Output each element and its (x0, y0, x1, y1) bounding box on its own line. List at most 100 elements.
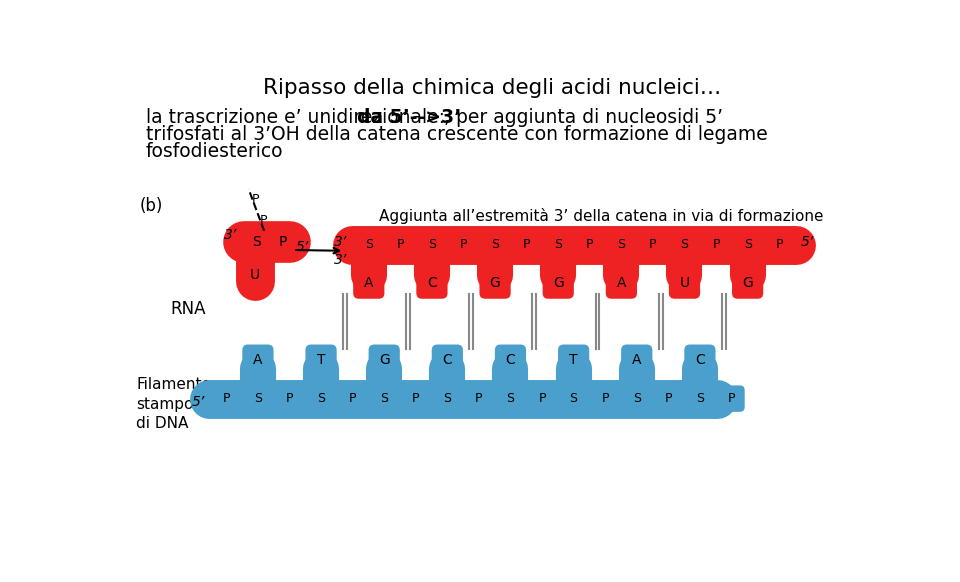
FancyBboxPatch shape (732, 268, 763, 299)
Text: P: P (649, 238, 657, 251)
FancyBboxPatch shape (766, 232, 792, 258)
Text: P: P (664, 392, 672, 405)
Text: S: S (569, 392, 578, 405)
Text: S: S (681, 238, 688, 251)
Text: fosfodiesterico: fosfodiesterico (146, 142, 283, 161)
Text: A: A (364, 276, 373, 290)
Text: A: A (253, 353, 263, 367)
Text: 5’: 5’ (296, 240, 309, 254)
Text: , per aggiunta di nucleosidi 5’: , per aggiunta di nucleosidi 5’ (438, 108, 723, 127)
Text: S: S (507, 392, 515, 405)
FancyBboxPatch shape (369, 345, 399, 376)
FancyBboxPatch shape (308, 385, 334, 412)
Text: P: P (712, 238, 720, 251)
FancyBboxPatch shape (450, 232, 477, 258)
Text: P: P (259, 214, 267, 227)
FancyBboxPatch shape (529, 385, 555, 412)
FancyBboxPatch shape (558, 345, 589, 376)
Text: S: S (365, 238, 372, 251)
Text: P: P (396, 238, 404, 251)
FancyBboxPatch shape (669, 268, 700, 299)
Text: 5’: 5’ (801, 235, 814, 249)
Text: da 5’-->3’: da 5’-->3’ (357, 108, 462, 127)
FancyBboxPatch shape (479, 268, 511, 299)
Text: (b): (b) (139, 197, 162, 215)
Text: S: S (317, 392, 325, 405)
Text: P: P (776, 238, 783, 251)
Text: 3’: 3’ (334, 235, 348, 249)
Text: A: A (632, 353, 641, 367)
FancyBboxPatch shape (355, 232, 382, 258)
Text: G: G (379, 353, 390, 367)
Text: 5’: 5’ (192, 395, 204, 409)
Text: P: P (601, 392, 609, 405)
FancyBboxPatch shape (684, 345, 715, 376)
Text: P: P (278, 235, 287, 249)
Text: P: P (412, 392, 420, 405)
Text: S: S (492, 238, 499, 251)
Text: U: U (680, 276, 689, 290)
Text: S: S (744, 238, 752, 251)
Text: P: P (252, 193, 259, 207)
Text: P: P (223, 392, 230, 405)
FancyBboxPatch shape (213, 385, 240, 412)
Text: 3’: 3’ (334, 253, 348, 267)
Text: la trascrizione e’ unidirezionale:: la trascrizione e’ unidirezionale: (146, 108, 450, 127)
Text: G: G (553, 276, 564, 290)
FancyBboxPatch shape (718, 385, 745, 412)
FancyBboxPatch shape (353, 268, 384, 299)
Text: P: P (286, 392, 293, 405)
Text: 3’: 3’ (722, 395, 734, 409)
Text: G: G (490, 276, 500, 290)
FancyBboxPatch shape (514, 232, 540, 258)
Text: P: P (460, 238, 468, 251)
FancyBboxPatch shape (245, 385, 271, 412)
FancyBboxPatch shape (734, 232, 761, 258)
Text: C: C (443, 353, 452, 367)
Text: P: P (728, 392, 735, 405)
FancyBboxPatch shape (621, 345, 653, 376)
Text: T: T (317, 353, 325, 367)
Text: C: C (695, 353, 705, 367)
Text: P: P (348, 392, 356, 405)
Text: S: S (554, 238, 563, 251)
Text: Ripasso della chimica degli acidi nucleici…: Ripasso della chimica degli acidi nuclei… (263, 77, 721, 98)
FancyBboxPatch shape (497, 385, 524, 412)
Text: P: P (586, 238, 593, 251)
Text: S: S (444, 392, 451, 405)
FancyBboxPatch shape (577, 232, 603, 258)
FancyBboxPatch shape (655, 385, 682, 412)
Text: Aggiunta all’estremità 3’ della catena in via di formazione: Aggiunta all’estremità 3’ della catena i… (379, 208, 824, 224)
Text: S: S (428, 238, 436, 251)
Text: S: S (696, 392, 704, 405)
FancyBboxPatch shape (671, 232, 698, 258)
FancyBboxPatch shape (466, 385, 492, 412)
Text: RNA: RNA (170, 300, 205, 318)
Text: C: C (506, 353, 516, 367)
FancyBboxPatch shape (419, 232, 445, 258)
FancyBboxPatch shape (242, 345, 274, 376)
FancyBboxPatch shape (494, 345, 526, 376)
FancyBboxPatch shape (305, 345, 337, 376)
FancyBboxPatch shape (545, 232, 571, 258)
Text: C: C (427, 276, 437, 290)
Text: trifosfati al 3’OH della catena crescente con formazione di legame: trifosfati al 3’OH della catena crescent… (146, 125, 767, 144)
FancyBboxPatch shape (482, 232, 508, 258)
Text: T: T (569, 353, 578, 367)
FancyBboxPatch shape (434, 385, 461, 412)
Text: P: P (475, 392, 483, 405)
Text: Filamento
stampo
di DNA: Filamento stampo di DNA (136, 377, 211, 431)
FancyBboxPatch shape (387, 232, 414, 258)
FancyBboxPatch shape (542, 268, 574, 299)
Text: S: S (380, 392, 388, 405)
FancyBboxPatch shape (371, 385, 397, 412)
FancyBboxPatch shape (276, 385, 302, 412)
FancyBboxPatch shape (624, 385, 650, 412)
Text: S: S (633, 392, 640, 405)
FancyBboxPatch shape (402, 385, 429, 412)
FancyBboxPatch shape (639, 232, 666, 258)
FancyBboxPatch shape (606, 268, 637, 299)
Text: G: G (742, 276, 753, 290)
Text: S: S (253, 392, 262, 405)
Text: S: S (252, 235, 261, 249)
